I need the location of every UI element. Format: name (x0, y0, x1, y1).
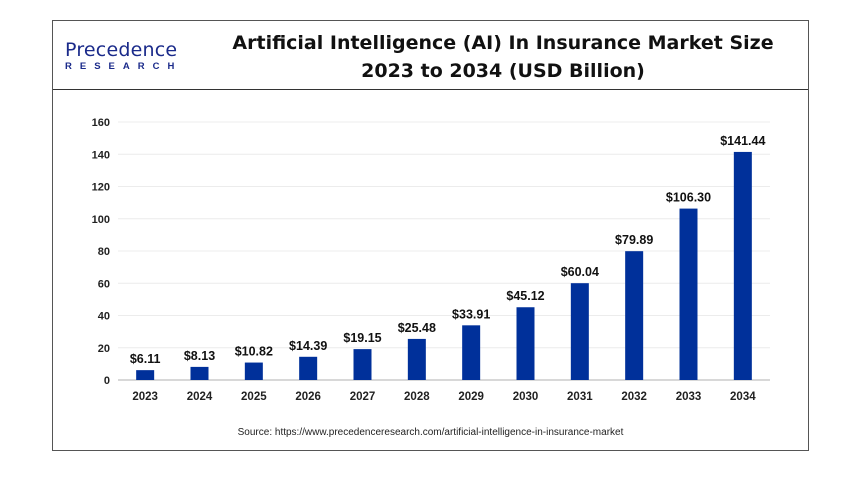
x-tick-label: 2031 (567, 391, 593, 403)
x-tick-label: 2033 (676, 391, 702, 403)
x-tick-label: 2030 (513, 391, 539, 403)
x-tick-label: 2029 (458, 391, 484, 403)
data-label: $79.89 (615, 233, 653, 247)
data-label: $106.30 (666, 191, 711, 205)
bar (462, 325, 481, 380)
y-tick-label: 40 (98, 311, 110, 323)
x-tick-label: 2032 (621, 391, 647, 403)
x-tick-label: 2027 (350, 391, 376, 403)
y-tick-label: 120 (92, 182, 110, 194)
y-tick-label: 100 (92, 214, 110, 226)
data-label: $60.04 (561, 265, 599, 279)
bar (299, 356, 318, 380)
data-label: $19.15 (343, 331, 381, 345)
data-label: $141.44 (720, 134, 765, 148)
y-tick-label: 140 (92, 149, 110, 161)
y-tick-label: 160 (92, 117, 110, 129)
data-label: $14.39 (289, 339, 327, 353)
x-tick-label: 2034 (730, 391, 756, 403)
bar (244, 362, 263, 380)
data-label: $33.91 (452, 307, 490, 321)
bar (190, 366, 209, 380)
bar (516, 307, 535, 380)
y-tick-label: 60 (98, 278, 110, 290)
bar (407, 338, 426, 380)
logo-main-text: Precedence (65, 39, 178, 61)
y-tick-label: 80 (98, 246, 110, 258)
bar (136, 370, 155, 380)
data-label: $25.48 (398, 321, 436, 335)
data-label: $8.13 (184, 349, 215, 363)
bar (353, 349, 372, 380)
logo-sub-text: RESEARCH (65, 61, 183, 72)
y-tick-label: 0 (104, 375, 110, 387)
data-label: $10.82 (235, 345, 273, 359)
x-tick-label: 2025 (241, 391, 267, 403)
bar (625, 251, 644, 380)
chart-title: Artificial Intelligence (AI) In Insuranc… (232, 32, 774, 82)
source-note: Source: https://www.precedenceresearch.c… (237, 427, 624, 438)
header: Precedence RESEARCH Artificial Intellige… (53, 21, 808, 90)
x-tick-label: 2028 (404, 391, 430, 403)
bar (679, 208, 698, 380)
bar (570, 283, 589, 380)
data-label: $45.12 (506, 289, 544, 303)
data-label: $6.11 (130, 352, 161, 366)
precedence-research-logo: Precedence RESEARCH (65, 40, 182, 72)
x-tick-label: 2026 (295, 391, 321, 403)
y-tick-label: 20 (98, 343, 110, 355)
x-tick-label: 2023 (132, 391, 158, 403)
bar (733, 151, 752, 380)
x-tick-label: 2024 (187, 391, 213, 403)
chart-frame: Precedence RESEARCH Artificial Intellige… (52, 20, 809, 451)
